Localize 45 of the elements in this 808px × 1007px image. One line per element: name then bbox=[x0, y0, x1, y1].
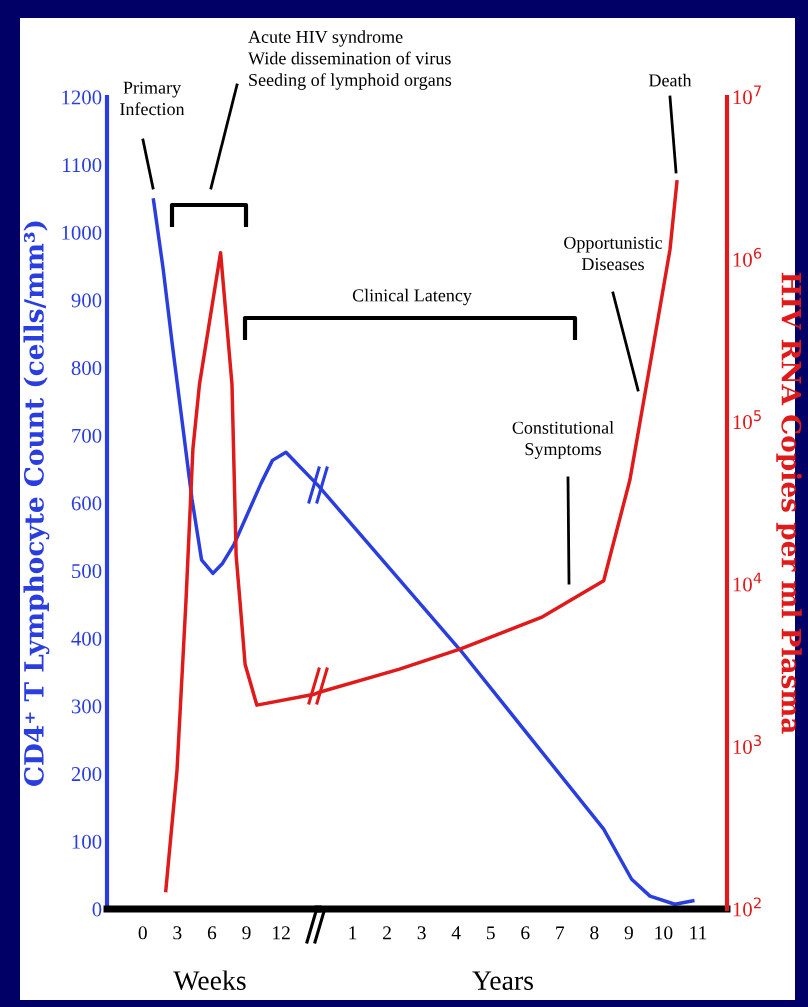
annotation: Opportunistic Diseases bbox=[564, 236, 663, 271]
y-tick-label: 1000 bbox=[62, 225, 102, 240]
y2-tick-label: 10$^{5}$ bbox=[733, 410, 761, 430]
y-tick-label: 900 bbox=[71, 293, 102, 308]
x-tick-label: 6 bbox=[521, 926, 530, 940]
x-tick-label: 9 bbox=[624, 926, 633, 940]
y-tick-label: 1100 bbox=[63, 158, 102, 173]
x-tick-label: 7 bbox=[556, 926, 565, 940]
annotation: Clinical Latency bbox=[352, 288, 472, 306]
x-axis-title: Years bbox=[472, 971, 533, 990]
y2-tick-label: 10$^{7}$ bbox=[733, 85, 761, 105]
x-tick-label: 5 bbox=[486, 926, 495, 940]
x-tick-label: 9 bbox=[242, 926, 251, 940]
annotation: Constitutional Symptoms bbox=[512, 421, 614, 459]
y2-tick-label: 10$^{2}$ bbox=[733, 897, 761, 917]
y-tick-label: 800 bbox=[71, 361, 102, 376]
y-axis-title: CD4⁺ T Lymphocyte Count (cells/mm³) bbox=[23, 221, 50, 786]
text: Acute HIV syndrome Wide dissemination of virus Seeding of lymphoid organs bbox=[248, 30, 452, 90]
y2-tick-label: 10$^{6}$ bbox=[733, 247, 762, 267]
x-tick-label: 4 bbox=[451, 926, 461, 940]
y-tick-label: 600 bbox=[71, 496, 102, 511]
y-tick-label: 1200 bbox=[62, 90, 102, 105]
x-tick-label: 12 bbox=[273, 926, 290, 940]
y-tick-label: 700 bbox=[72, 428, 102, 443]
annotation: Primary Infection bbox=[120, 81, 185, 116]
y-tick-label: 0 bbox=[92, 902, 102, 917]
y2-tick-label: 10$^{4}$ bbox=[733, 572, 762, 592]
y2-tick-label: 10$^{3}$ bbox=[733, 735, 761, 755]
y-tick-label: 500 bbox=[72, 564, 102, 579]
text: Death bbox=[648, 73, 692, 87]
x-tick-label: 2 bbox=[383, 926, 391, 940]
y-tick-label: 100 bbox=[72, 834, 102, 849]
x-tick-label: 1 bbox=[349, 926, 357, 940]
x-tick-label: 8 bbox=[590, 926, 599, 940]
y-tick-label: 300 bbox=[71, 699, 102, 714]
x-tick-label: 11 bbox=[690, 926, 707, 940]
x-tick-label: 3 bbox=[417, 926, 426, 940]
x-tick-label: 0 bbox=[138, 926, 147, 940]
x-tick-label: 10 bbox=[655, 926, 673, 940]
x-tick-label: 3 bbox=[173, 926, 182, 940]
x-axis-title: Weeks bbox=[173, 970, 246, 991]
y-tick-label: 200 bbox=[71, 767, 102, 782]
y-tick-label: 400 bbox=[71, 631, 102, 646]
x-tick-label: 6 bbox=[207, 926, 217, 940]
y2-axis-title: HIV RNA Copies per ml Plasma bbox=[776, 272, 802, 734]
